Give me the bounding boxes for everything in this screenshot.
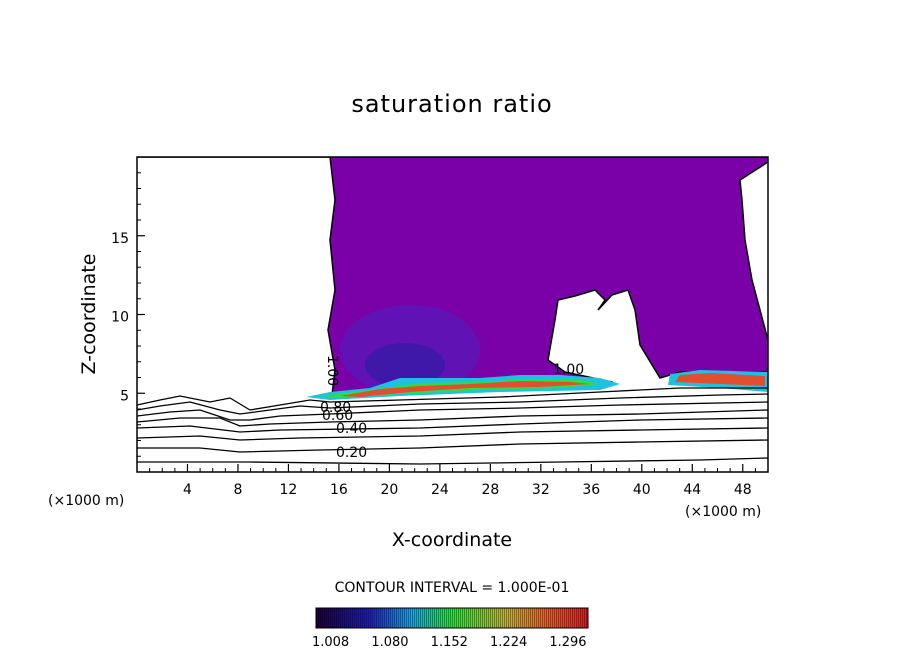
colorbar-tick-label: 1.152 — [431, 635, 468, 650]
y-axis-ticks: 5 10 15 — [111, 172, 145, 457]
y-tick-label: 15 — [111, 231, 129, 247]
y-tick-label: 10 — [111, 310, 129, 326]
cloud-core-inner — [365, 343, 445, 387]
x-tick-label: 48 — [734, 482, 752, 498]
x-tick-label: 44 — [683, 482, 701, 498]
x-tick-label: 4 — [183, 482, 192, 498]
colorbar — [315, 607, 589, 629]
contour-label: 0.40 — [336, 421, 367, 437]
supersat-region — [137, 157, 768, 396]
x-tick-label: 36 — [582, 482, 600, 498]
band-right-red — [675, 373, 765, 386]
contour-interval-label: CONTOUR INTERVAL = 1.000E-01 — [335, 580, 570, 596]
x-tick-label: 16 — [330, 482, 348, 498]
contour-label: 1.00 — [324, 355, 340, 386]
x-axis-title: X-coordinate — [392, 529, 512, 551]
x-tick-label: 32 — [532, 482, 550, 498]
colorbar-tick-label: 1.296 — [549, 635, 586, 650]
x-axis-ticks: 4 8 12 16 20 24 28 32 36 40 44 48 — [149, 464, 756, 498]
colorbar-tick-label: 1.080 — [371, 635, 408, 650]
x-tick-label: 12 — [280, 482, 298, 498]
x-tick-label: 8 — [233, 482, 242, 498]
y-tick-label: 5 — [120, 388, 129, 404]
y-axis-title: Z-coordinate — [78, 254, 100, 375]
colorbar-stripes — [316, 608, 588, 628]
contour-label: 0.80 — [320, 400, 351, 416]
x-tick-label: 28 — [481, 482, 499, 498]
contour-lines — [137, 387, 768, 465]
colorbar-tick-label: 1.224 — [490, 635, 527, 650]
x-axis-unit-left: (×1000 m) — [48, 493, 124, 509]
x-tick-label: 24 — [431, 482, 449, 498]
contour-label: 1.00 — [553, 362, 584, 378]
colorbar-tick-label: 1.008 — [312, 635, 349, 650]
colorbar-ticks: 1.008 1.080 1.152 1.224 1.296 — [312, 635, 587, 650]
x-tick-label: 40 — [633, 482, 651, 498]
contour-label: 0.20 — [336, 445, 367, 461]
band-main-red — [340, 381, 590, 397]
contour-label: 0.60 — [322, 408, 353, 424]
x-tick-label: 20 — [380, 482, 398, 498]
x-axis-unit-right: (×1000 m) — [685, 504, 761, 520]
plot-area — [137, 157, 768, 465]
chart-title: saturation ratio — [351, 90, 552, 118]
